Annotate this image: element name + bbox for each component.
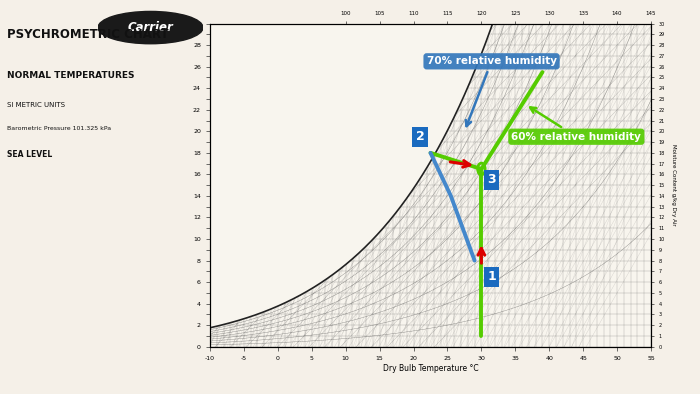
Text: 2: 2: [416, 130, 425, 143]
Text: 1: 1: [487, 270, 496, 283]
Y-axis label: Moisture Content g/kg Dry Air: Moisture Content g/kg Dry Air: [671, 144, 676, 226]
Text: Barometric Pressure 101.325 kPa: Barometric Pressure 101.325 kPa: [7, 126, 111, 131]
Text: SEA LEVEL: SEA LEVEL: [7, 150, 52, 159]
Text: 60% relative humidity: 60% relative humidity: [512, 108, 641, 142]
Text: NORMAL TEMPERATURES: NORMAL TEMPERATURES: [7, 71, 134, 80]
Text: 70% relative humidity: 70% relative humidity: [426, 56, 556, 126]
Polygon shape: [210, 0, 651, 328]
X-axis label: Dry Bulb Temperature °C: Dry Bulb Temperature °C: [383, 364, 478, 372]
Text: Carrier: Carrier: [127, 21, 174, 34]
Text: 3: 3: [487, 173, 496, 186]
Text: SI METRIC UNITS: SI METRIC UNITS: [7, 102, 65, 108]
Text: PSYCHROMETRIC CHART: PSYCHROMETRIC CHART: [7, 28, 169, 41]
Ellipse shape: [98, 11, 203, 44]
